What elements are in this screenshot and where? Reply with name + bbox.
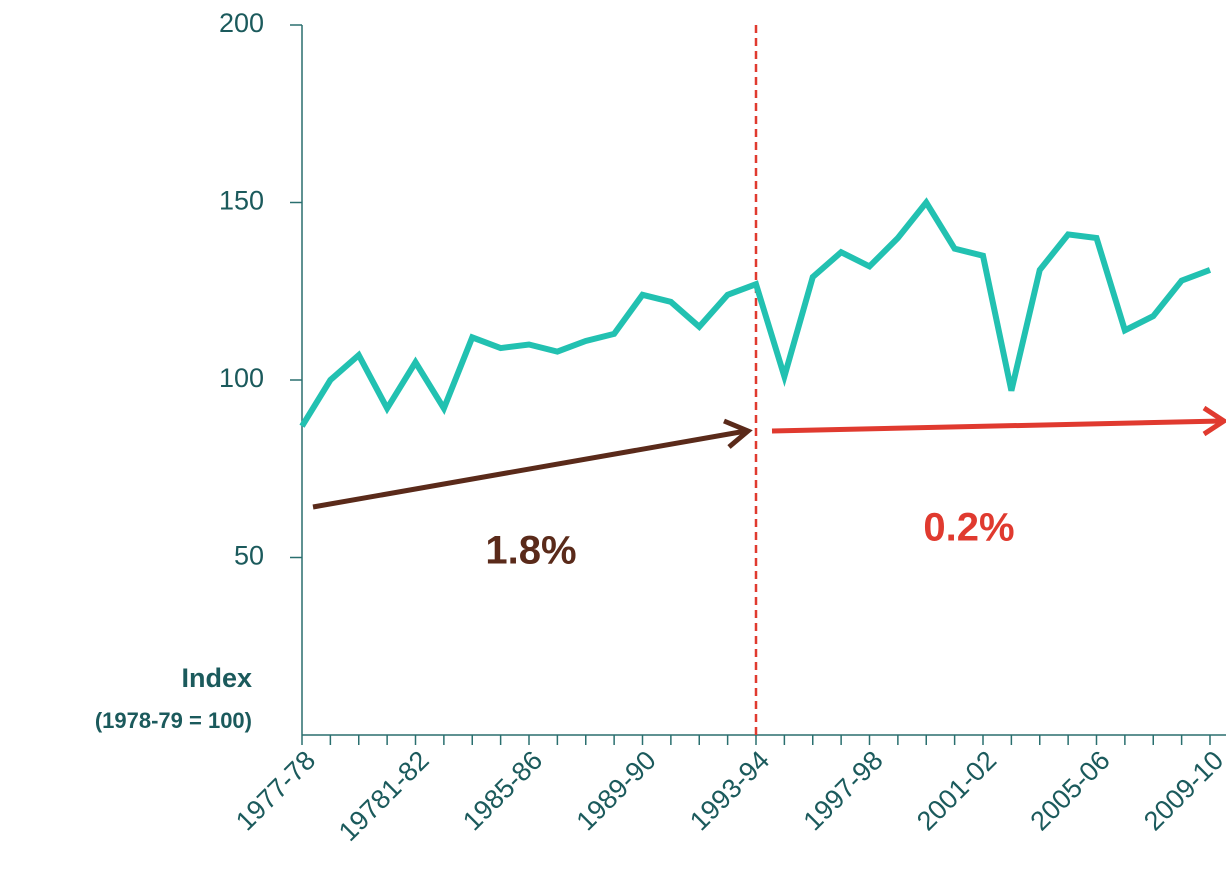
x-tick-label: 2009-10: [1138, 745, 1226, 836]
axis-label: Index: [181, 663, 252, 693]
x-tick-label: 1989-90: [570, 745, 661, 836]
arrow-head: [723, 418, 753, 449]
annotation: 0.2%: [923, 506, 1014, 550]
x-tick-label: 19781-82: [333, 745, 435, 847]
y-tick-label: 150: [219, 186, 264, 216]
annotation: 1.8%: [485, 529, 576, 573]
y-tick-label: 100: [219, 363, 264, 393]
y-tick-label: 200: [219, 8, 264, 38]
x-tick-label: 1985-86: [457, 745, 548, 836]
y-tick-label: 50: [234, 541, 264, 571]
trend-arrow: [771, 418, 1223, 434]
x-tick-label: 1993-94: [684, 745, 775, 836]
x-tick-label: 2005-06: [1024, 745, 1115, 836]
x-tick-label: 1997-98: [797, 745, 888, 836]
arrow-head: [1202, 405, 1226, 437]
x-tick-label: 2001-02: [911, 745, 1002, 836]
data-line: [299, 197, 1212, 428]
axis-sublabel: (1978-79 = 100): [95, 708, 252, 733]
trend-arrow: [312, 428, 747, 510]
x-tick-label: 1977-78: [230, 745, 321, 836]
